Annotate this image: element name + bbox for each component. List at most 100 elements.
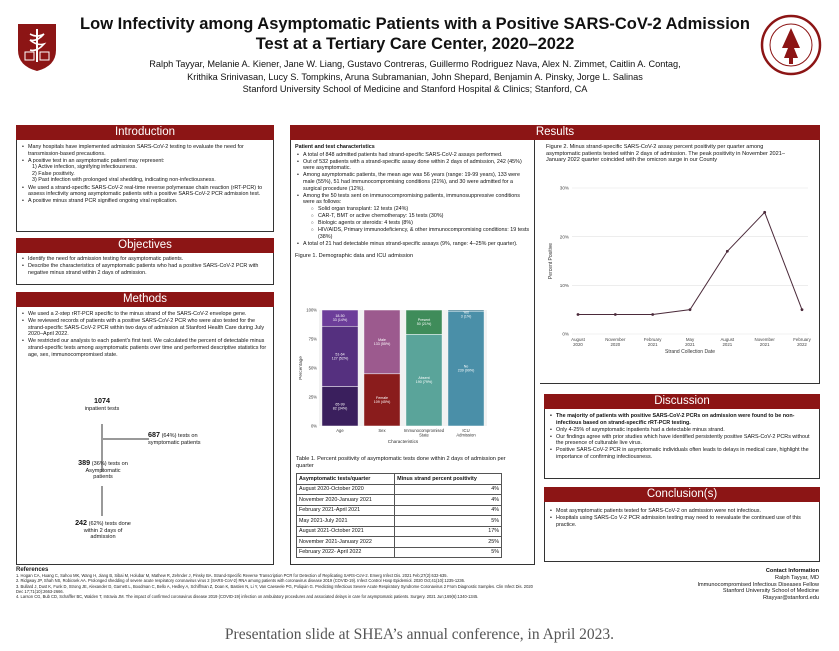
intro-item: We used a strand-specific SARS-CoV-2 rea… [20, 185, 270, 198]
intro-item: A positive test in an asymptomatic patie… [20, 158, 270, 184]
y-tick-label: 100% [306, 308, 317, 313]
data-point [613, 313, 617, 316]
table-cell: August 2021-October 2021 [295, 525, 396, 537]
reference-item: 1. Hogan CA, Huang C, Sahoo MK, Wang H, … [16, 573, 448, 579]
data-point [800, 308, 804, 312]
bar-segment [405, 309, 443, 335]
table-cell: November 2021-January 2022 [295, 536, 396, 548]
flow-arrow-down [101, 424, 103, 472]
result-item: A total of 848 admitted patients had str… [295, 152, 530, 159]
x-tick-label: 2022 [797, 342, 807, 347]
segment-label: Present [418, 318, 430, 322]
references-heading: References [16, 567, 49, 573]
table-row: November 2020-January 2021 4% [295, 494, 502, 506]
table-cell: 4% [394, 504, 502, 516]
x-tick-label: ICU [462, 428, 469, 433]
methods-heading: Methods [16, 292, 274, 307]
x-tick-label: Age [336, 428, 344, 433]
series-line [578, 211, 803, 316]
intro-item: Many hospitals have implemented admissio… [20, 144, 270, 157]
x-tick-label: Admission [456, 433, 476, 438]
table-cell: 25% [394, 536, 502, 548]
data-point [763, 210, 767, 214]
reference-item: 3. Bullard J, Dust K, Funk D, Strong JE,… [16, 583, 533, 594]
x-axis-label: Strand Collection Date [665, 349, 715, 355]
discussion-body: The majority of patients with positive S… [544, 409, 820, 479]
y-tick-label: 30% [560, 186, 569, 191]
data-point [576, 313, 580, 316]
segment-label: Male [378, 338, 386, 342]
table-1: Asymptomatic tests/quarter Minus strand … [295, 473, 502, 558]
conclusion-item: Most asymptomatic patients tested for SA… [548, 508, 816, 515]
segment-value-label: 109 (45%) [374, 400, 391, 404]
authors-line-2: Krithika Srinivasan, Lucy S. Tompkins, A… [187, 71, 643, 82]
result-subitem: HIV/AIDS, Primary immunodeficiency, & ot… [311, 227, 530, 240]
objectives-heading: Objectives [16, 238, 274, 253]
discussion-heading: Discussion [544, 394, 820, 409]
y-tick-label: 0% [562, 332, 569, 337]
x-axis-label: Characteristics [388, 439, 419, 444]
table-row: August 2021-October 2021 17% [295, 525, 502, 537]
reference-item: 2. Ridgway JP, Shah NS, Robicsek AA. Pro… [16, 578, 466, 584]
objective-item: Describe the characteristics of asymptom… [20, 263, 270, 276]
contact-line: Immunocompromised Infectious Diseases Fe… [697, 581, 819, 588]
contact-information: Contact Information Ralph Tayyar, MD Imm… [697, 568, 819, 602]
flow-box-asymptomatic: 389 (36%) tests on Asymptomatic patients [78, 458, 128, 481]
result-item: Among asymptomatic patients, the mean ag… [295, 172, 530, 192]
discussion-item: The majority of patients with positive S… [548, 413, 816, 426]
objective-item: Identify the need for admission testing … [20, 256, 270, 263]
bar-segment [447, 310, 485, 427]
stanford-medicine-logo [18, 24, 56, 71]
segment-value-label: 133 (55%) [374, 342, 391, 346]
x-tick-label: State [419, 433, 429, 438]
bar-segment [405, 334, 443, 427]
intro-subitem: 1) Active infection, signifying infectio… [32, 164, 137, 171]
table-row: November 2021-January 2022 25% [295, 536, 502, 548]
slide-caption: Presentation slide at SHEA’s annual conf… [0, 618, 839, 651]
method-item: We reviewed records of patients with a p… [20, 318, 270, 338]
flow-arrow-down-2 [101, 486, 103, 516]
table-cell: February 2021-April 2021 [295, 504, 396, 516]
table-cell: 4% [394, 483, 502, 495]
table-row: August 2020-October 2020 4% [295, 483, 502, 495]
result-item: Out of 532 patients with a strand-specif… [295, 159, 530, 172]
method-item: We used a 2-step rRT-PCR specific to the… [20, 311, 270, 318]
segment-value-label: 82 (34%) [333, 406, 348, 410]
contact-line: Ralph Tayyar, MD [774, 574, 819, 581]
references: References 1. Hogan CA, Huang C, Sahoo M… [16, 567, 536, 599]
discussion-item: Only 4-25% of asymptomatic inpatients ha… [548, 427, 816, 434]
table-1-title: Table 1. Percent positivity of asymptoma… [296, 456, 506, 469]
table-header-cell: Asymptomatic tests/quarter [295, 473, 396, 485]
data-point [688, 308, 692, 312]
segment-label: Female [376, 396, 388, 400]
x-tick-label: 2021 [760, 342, 770, 347]
stanford-university-seal [760, 14, 822, 76]
segment-label: 65-99 [335, 402, 344, 406]
authors: Ralph Tayyar, Melanie A. Kiener, Jane W.… [80, 58, 750, 96]
data-point [725, 249, 729, 253]
conclusions-heading: Conclusion(s) [544, 487, 820, 502]
table-cell: May 2021-July 2021 [295, 515, 396, 527]
data-point [651, 313, 655, 316]
result-item: A total of 21 had detectable minus stran… [295, 241, 530, 248]
flow-box-symptomatic: 687 (64%) tests on symptomatic patients [148, 430, 201, 446]
y-tick-label: 10% [560, 283, 569, 288]
bar-segment [321, 309, 359, 327]
bar-segment [363, 309, 401, 375]
segment-label: Yes [463, 311, 469, 315]
segment-value-label: 239 (99%) [458, 369, 475, 373]
table-header-cell: Minus strand percent positivity [394, 473, 502, 485]
contact-line: Rtayyar@stanford.edu [762, 595, 819, 602]
table-cell: February 2022- April 2022 [295, 546, 396, 558]
intro-subitem: 3) Past infection with prolonged viral s… [32, 177, 216, 184]
results-subheading: Patient and test characteristics [295, 144, 375, 150]
segment-value-label: 3 (1%) [461, 315, 472, 319]
x-tick-label: 2021 [648, 342, 658, 347]
method-item: We restricted our analysis to each patie… [20, 338, 270, 358]
segment-value-label: 50 (21%) [417, 322, 432, 326]
figure-1-title: Figure 1. Demographic data and ICU admis… [295, 253, 414, 260]
bar-segment [321, 325, 359, 387]
bar-segment [363, 373, 401, 427]
table-cell: November 2020-January 2021 [295, 494, 396, 506]
reference-item: 4. Larson CG, Bub CD, Schaffler BC, Wald… [16, 594, 479, 600]
